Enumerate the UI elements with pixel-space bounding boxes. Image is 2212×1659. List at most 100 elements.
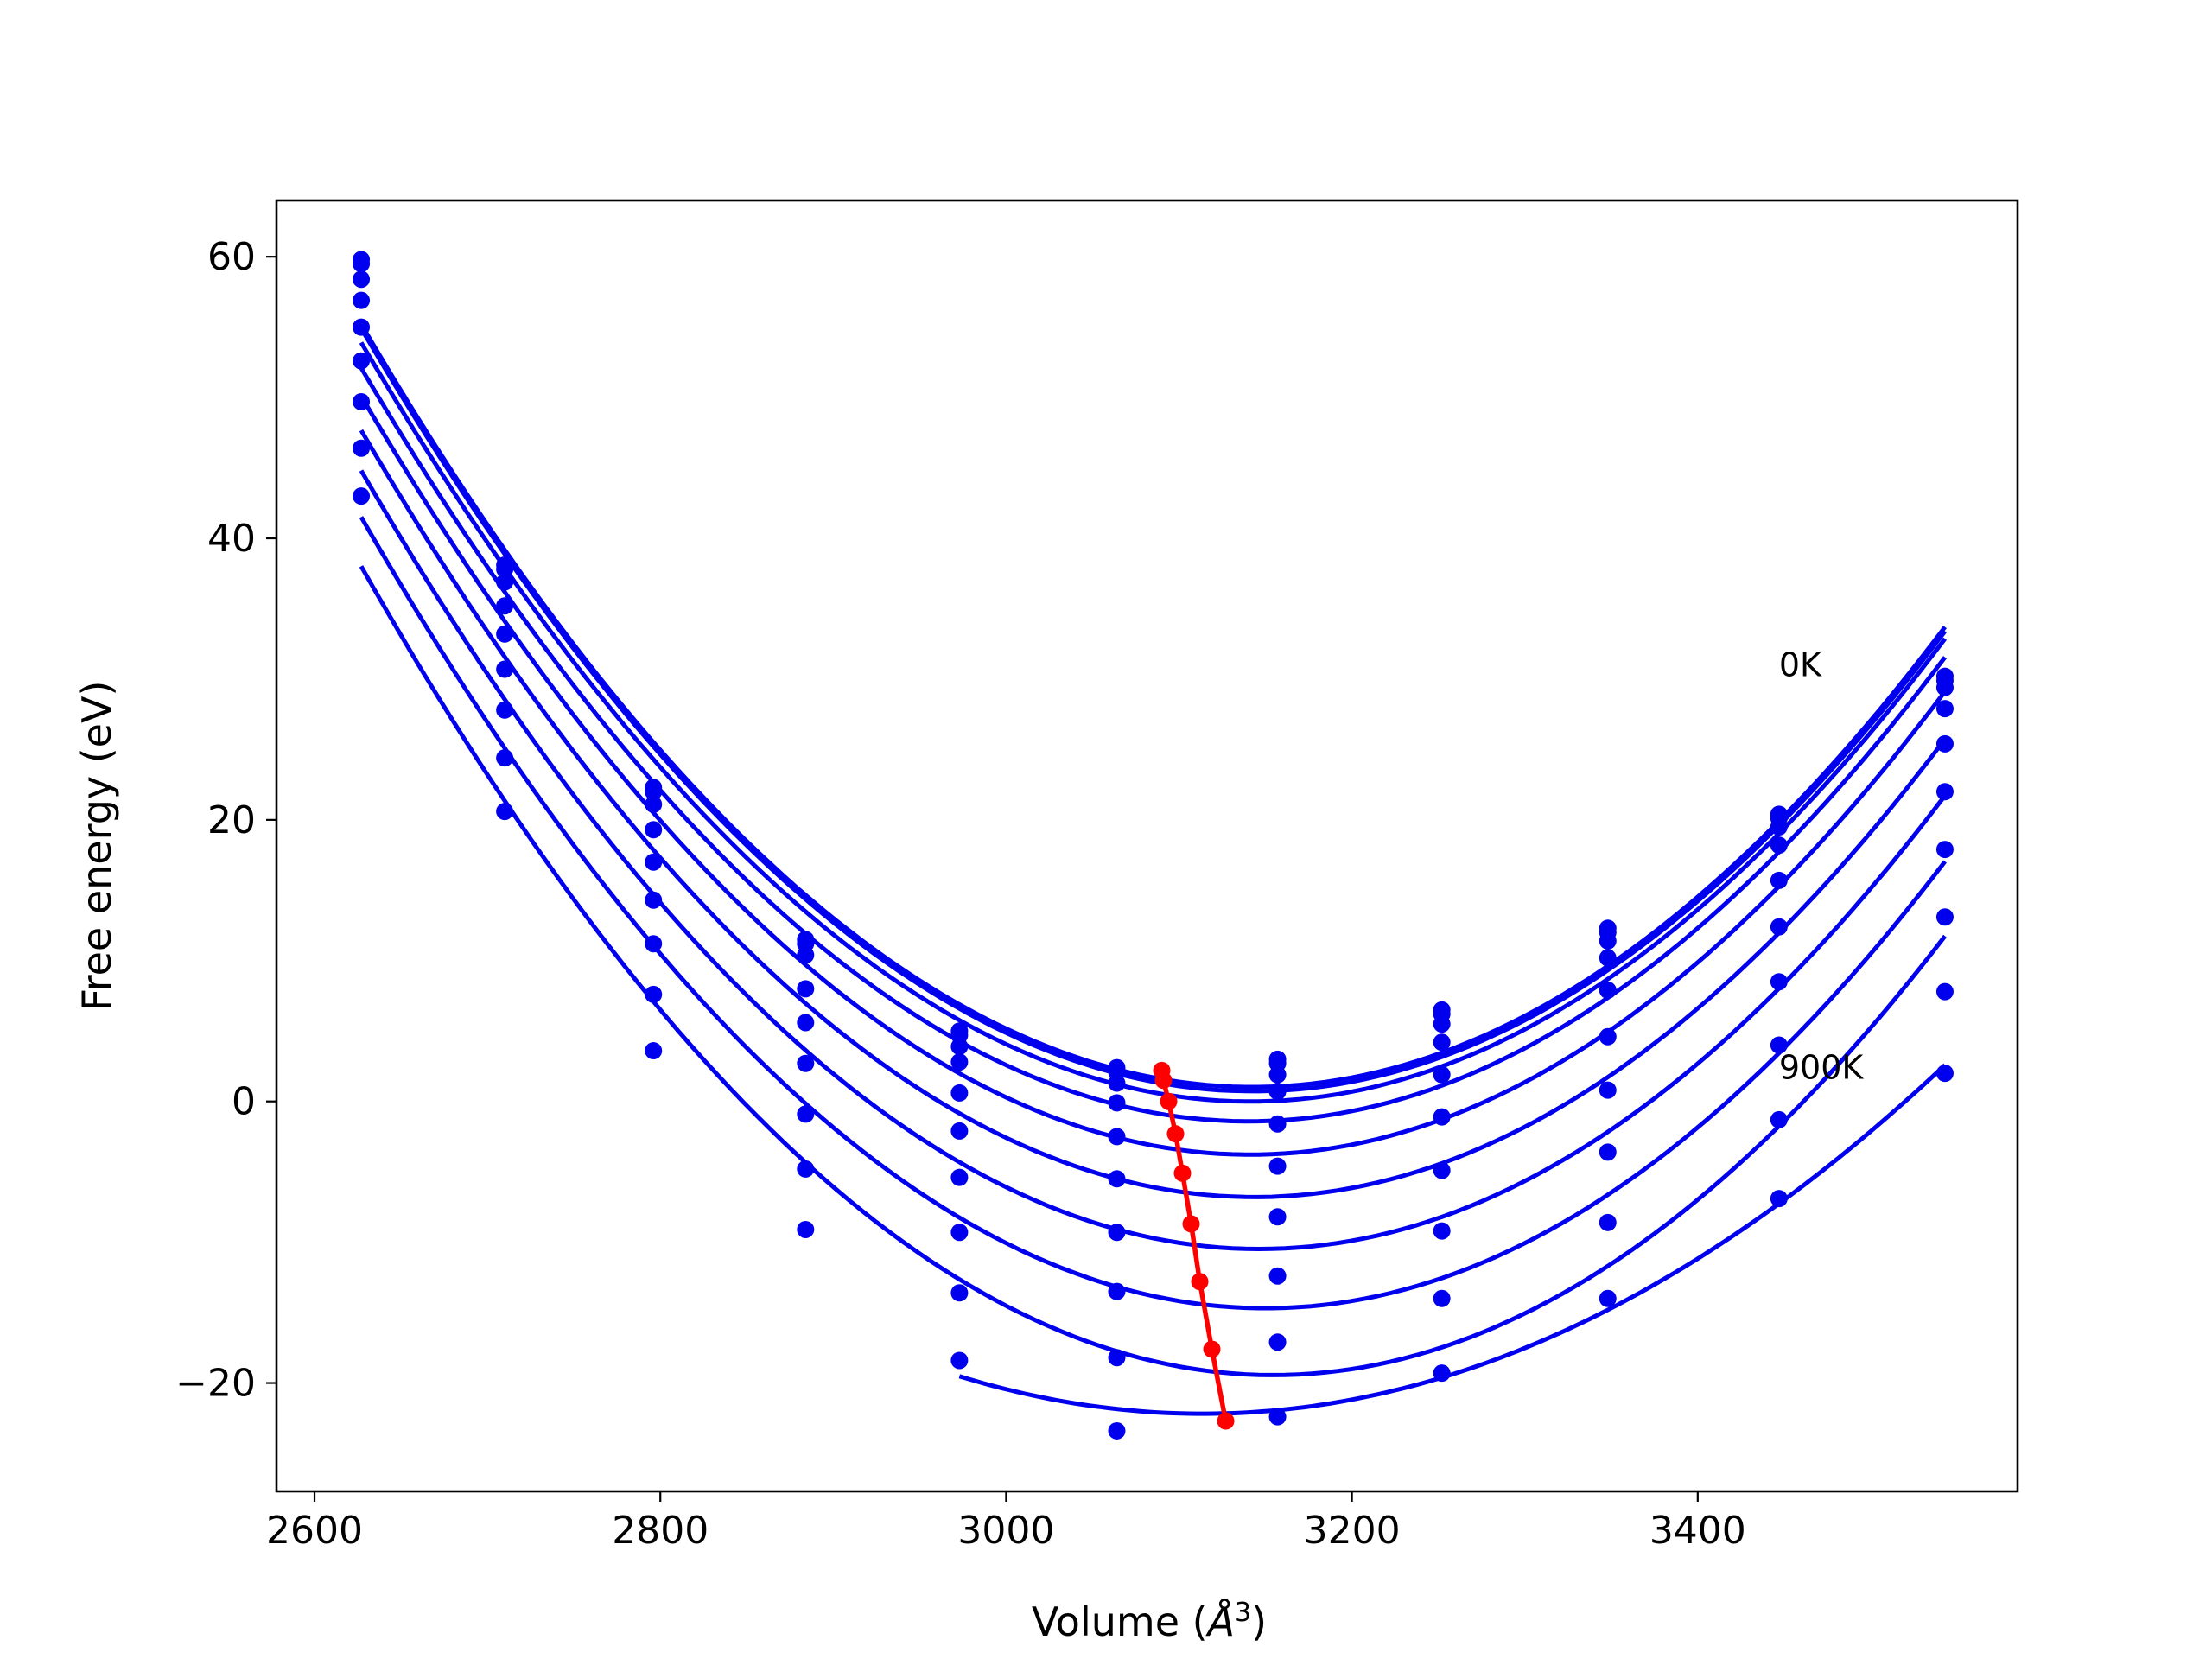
data-point [950, 1038, 969, 1056]
fit-curves [359, 322, 1947, 1416]
x-tick-label: 3000 [957, 1509, 1054, 1553]
data-point [1936, 700, 1954, 718]
data-point [1770, 1036, 1788, 1054]
minimum-point [1173, 1164, 1192, 1182]
data-point [1268, 1408, 1287, 1426]
data-point [353, 487, 371, 505]
data-point [1108, 1094, 1126, 1112]
data-point [496, 573, 514, 591]
data-point [950, 1053, 969, 1071]
data-point [1770, 871, 1788, 889]
data-point [1599, 1143, 1617, 1161]
data-point [496, 625, 514, 643]
data-point [1936, 783, 1954, 801]
data-point [1268, 1208, 1287, 1226]
data-point [1770, 1110, 1788, 1128]
data-point [1936, 841, 1954, 859]
fit-curve-3 [359, 366, 1947, 1124]
data-point [1770, 973, 1788, 991]
data-point [645, 891, 663, 909]
data-point [1936, 678, 1954, 696]
minimum-point [1154, 1071, 1173, 1090]
data-point [1599, 949, 1617, 967]
data-point [797, 1105, 815, 1123]
data-point [1433, 1364, 1451, 1382]
data-point [1433, 1161, 1451, 1179]
data-point [1108, 1074, 1126, 1092]
y-axis-ticks: −20 0 20 40 60 [175, 235, 276, 1406]
y-axis-label: Free energy (eV) [73, 681, 120, 1012]
x-tick-label: 2800 [612, 1509, 709, 1553]
data-point [496, 803, 514, 821]
data-point [1108, 1282, 1126, 1300]
data-point [353, 352, 371, 370]
x-axis-ticks: 2600 2800 3000 3200 3400 [266, 1491, 1746, 1553]
data-point [496, 597, 514, 615]
data-point [950, 1351, 969, 1370]
data-point [645, 985, 663, 1003]
data-point [797, 1054, 815, 1072]
data-point [1770, 1190, 1788, 1208]
data-point [797, 1220, 815, 1238]
data-point [496, 749, 514, 767]
minimum-point [1217, 1412, 1235, 1430]
data-point [1433, 1065, 1451, 1084]
fit-curve-2 [359, 341, 1947, 1104]
data-point [1599, 981, 1617, 999]
data-point [1108, 1170, 1126, 1188]
data-point [1268, 1083, 1287, 1101]
data-point [353, 270, 371, 289]
data-point [496, 560, 514, 578]
data-point [1770, 818, 1788, 836]
fit-curve-8 [359, 565, 1947, 1377]
data-point [1433, 1033, 1451, 1052]
data-point [797, 1014, 815, 1032]
minimum-point [1166, 1125, 1185, 1143]
data-point [1936, 908, 1954, 926]
data-point [645, 795, 663, 813]
data-point [797, 946, 815, 964]
data-point [1770, 918, 1788, 936]
y-tick-label: 0 [232, 1080, 256, 1124]
data-point [645, 1042, 663, 1060]
minimum-point [1182, 1215, 1200, 1233]
x-tick-label: 3400 [1649, 1509, 1746, 1553]
data-point [950, 1168, 969, 1186]
data-point [1268, 1267, 1287, 1285]
annotation-label: 0K [1779, 646, 1822, 684]
x-axis-label: Volume (Å3) [1032, 1598, 1267, 1646]
data-points [353, 251, 1954, 1440]
y-tick-label: 20 [207, 798, 256, 842]
data-point [950, 1122, 969, 1140]
data-point [645, 853, 663, 871]
data-point [353, 439, 371, 457]
fit-curve-5 [359, 429, 1947, 1199]
data-point [950, 1084, 969, 1102]
data-point [1599, 1289, 1617, 1307]
plot-frame [275, 199, 2019, 1493]
data-point [1268, 1065, 1287, 1084]
data-point [645, 783, 663, 801]
data-point [353, 392, 371, 410]
annotation-label: 900K [1779, 1049, 1865, 1087]
data-point [1433, 1108, 1451, 1126]
y-tick-label: 40 [207, 517, 256, 561]
data-point [1268, 1115, 1287, 1133]
data-point [496, 701, 514, 719]
data-point [496, 660, 514, 678]
y-tick-label: 60 [207, 235, 256, 279]
data-point [1108, 1128, 1126, 1146]
data-point [1108, 1421, 1126, 1440]
data-point [645, 821, 663, 839]
x-tick-label: 2600 [266, 1509, 363, 1553]
fit-curve-7 [359, 516, 1947, 1311]
x-tick-label: 3200 [1304, 1509, 1401, 1553]
data-point [1433, 1222, 1451, 1240]
data-point [950, 1284, 969, 1302]
data-point [1599, 1081, 1617, 1099]
data-point [1108, 1224, 1126, 1242]
data-point [950, 1224, 969, 1242]
fit-curve-1 [359, 327, 1947, 1094]
data-point [797, 980, 815, 998]
